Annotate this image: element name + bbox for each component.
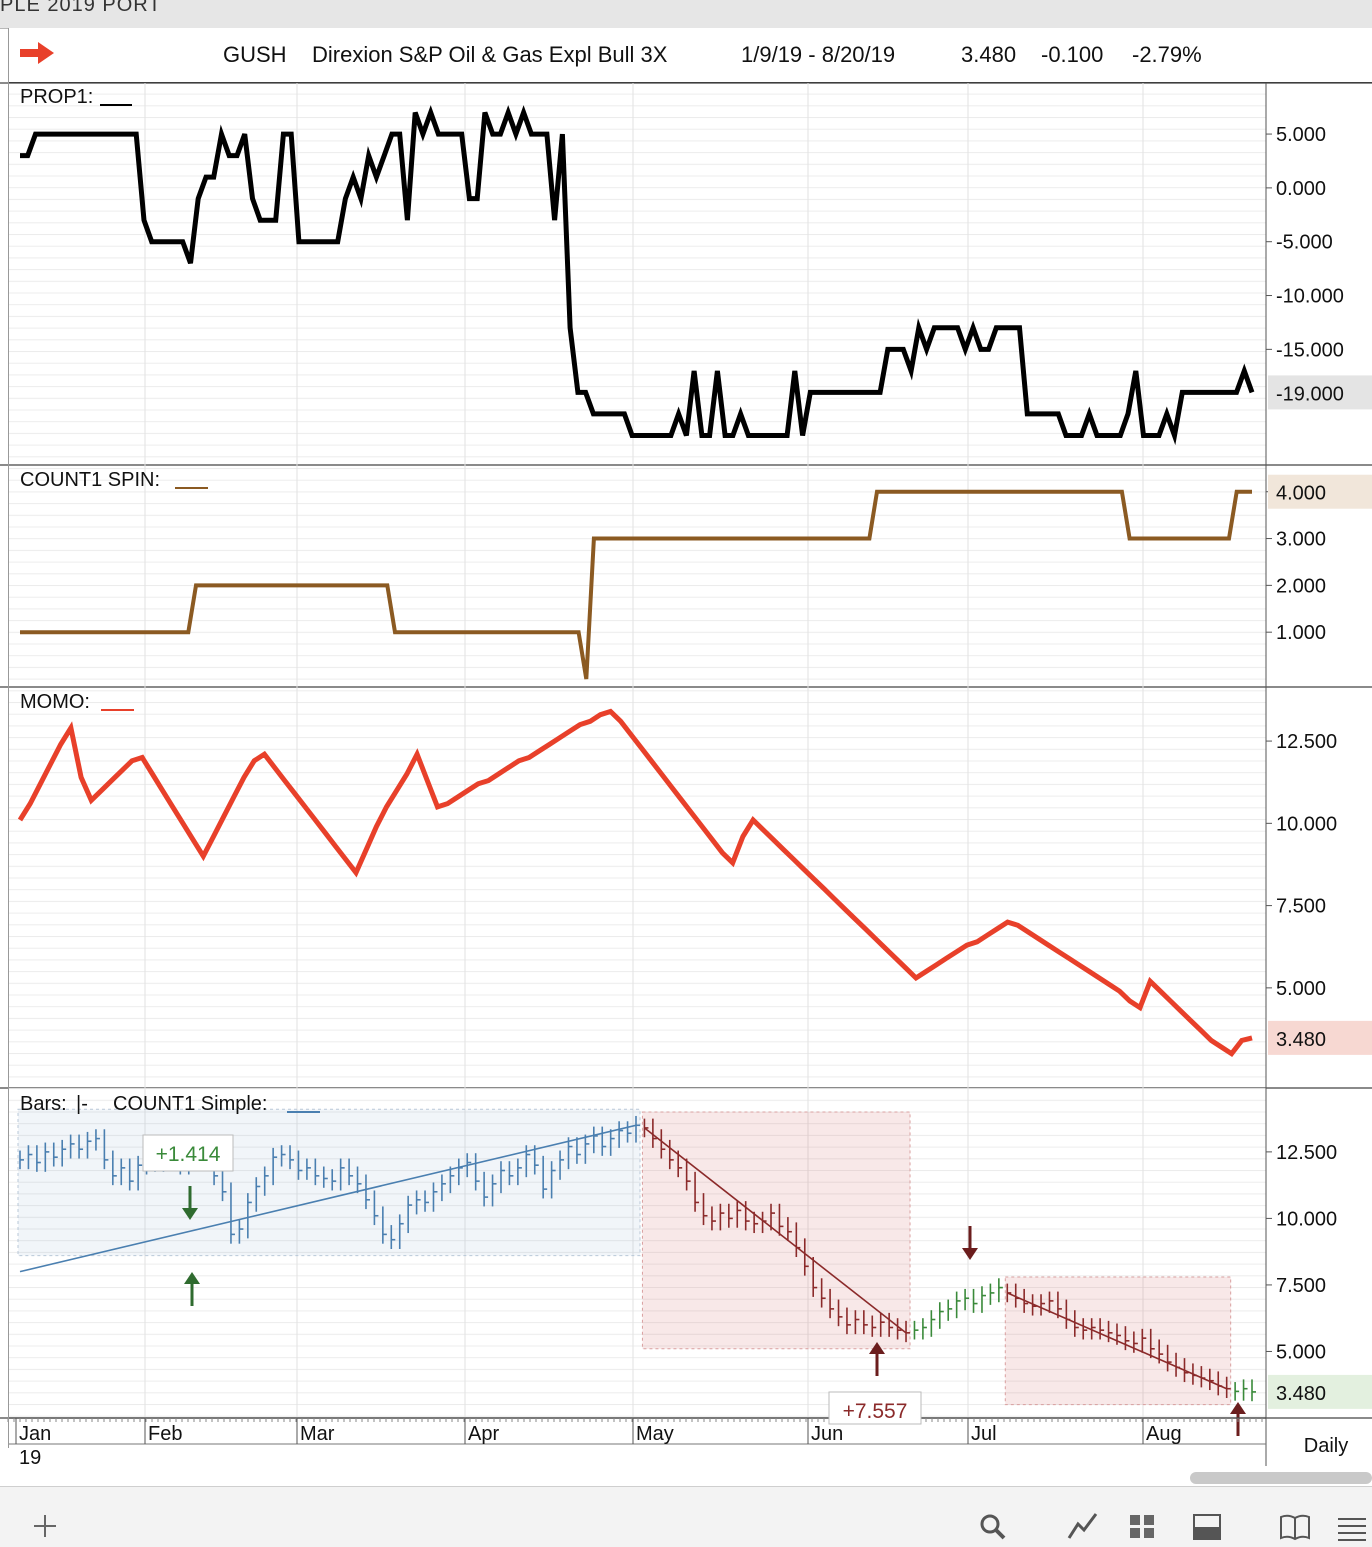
search-icon[interactable] bbox=[976, 1510, 1010, 1542]
y-tick-label: 12.500 bbox=[1276, 731, 1337, 753]
panel-icon[interactable] bbox=[1190, 1510, 1224, 1542]
horizontal-scrollbar[interactable] bbox=[1190, 1472, 1372, 1484]
y-tick-label: 2.000 bbox=[1276, 575, 1326, 597]
bars-glyph: |- bbox=[76, 1093, 88, 1115]
menu-icon[interactable] bbox=[1334, 1510, 1368, 1542]
month-label-jun: Jun bbox=[811, 1423, 843, 1445]
y-tick-label: 12.500 bbox=[1276, 1142, 1337, 1164]
book-icon[interactable] bbox=[1278, 1510, 1312, 1542]
momo-label: MOMO: bbox=[20, 691, 90, 713]
month-label-may: May bbox=[636, 1423, 674, 1445]
timeframe-label[interactable]: Daily bbox=[1304, 1435, 1348, 1457]
y-tick-label: 5.000 bbox=[1276, 1341, 1326, 1363]
trend-line bbox=[1006, 1292, 1228, 1390]
annotation-plus-1-414: +1.414 bbox=[142, 1134, 234, 1172]
last-value-badge: 3.480 bbox=[1276, 1029, 1326, 1051]
down-arrow-icon bbox=[962, 1226, 978, 1260]
series-line-1 bbox=[20, 489, 1252, 680]
y-tick-label: 7.500 bbox=[1276, 1275, 1326, 1297]
year-label: 19 bbox=[19, 1447, 41, 1469]
last-value-badge: 3.480 bbox=[1276, 1383, 1326, 1405]
month-label-jan: Jan bbox=[19, 1423, 51, 1445]
last-price: 3.480 bbox=[961, 42, 1017, 67]
bars-label: Bars: bbox=[20, 1093, 67, 1115]
month-label-aug: Aug bbox=[1146, 1423, 1182, 1445]
svg-text:+1.414: +1.414 bbox=[156, 1143, 221, 1166]
bottom-toolbar bbox=[0, 1486, 1372, 1547]
y-tick-label: -5.000 bbox=[1276, 232, 1333, 254]
security-name: Direxion S&P Oil & Gas Expl Bull 3X bbox=[312, 42, 668, 67]
plus-icon[interactable] bbox=[28, 1510, 62, 1542]
count1-spin-label: COUNT1 SPIN: bbox=[20, 469, 160, 491]
y-tick-label: 5.000 bbox=[1276, 978, 1326, 1000]
percent-change: -2.79% bbox=[1132, 42, 1202, 67]
y-tick-label: 0.000 bbox=[1276, 178, 1326, 200]
annotation-plus-7-557: +7.557 bbox=[828, 1391, 922, 1425]
y-tick-label: 3.000 bbox=[1276, 529, 1326, 551]
month-label-mar: Mar bbox=[300, 1423, 335, 1445]
up-arrow-icon bbox=[869, 1342, 885, 1376]
y-tick-label: 7.500 bbox=[1276, 896, 1326, 918]
y-tick-label: -10.000 bbox=[1276, 286, 1344, 308]
trend-line bbox=[19, 1124, 637, 1273]
down-arrow-icon bbox=[182, 1186, 198, 1220]
month-label-jul: Jul bbox=[971, 1423, 997, 1445]
series-line-2 bbox=[17, 708, 1253, 1058]
month-label-feb: Feb bbox=[148, 1423, 182, 1445]
trend-box bbox=[17, 1108, 641, 1257]
window-title: PLE 2019 PORT bbox=[0, 0, 162, 16]
y-tick-label: 1.000 bbox=[1276, 622, 1326, 644]
y-tick-label: 10.000 bbox=[1276, 813, 1337, 835]
last-value-badge: 4.000 bbox=[1276, 483, 1326, 505]
grid-icon[interactable] bbox=[1126, 1510, 1160, 1542]
up-arrow-icon bbox=[184, 1272, 200, 1306]
last-value-badge: -19.000 bbox=[1276, 383, 1344, 405]
chart-area[interactable]: Jan Feb Mar Apr May Jun Jul Aug 19 5.000 0.000 -5.0… bbox=[0, 0, 1372, 1486]
count1-simple-label: COUNT1 Simple: bbox=[113, 1093, 267, 1115]
svg-text:+7.557: +7.557 bbox=[843, 1400, 908, 1423]
price-change: -0.100 bbox=[1041, 42, 1104, 67]
y-tick-label: -15.000 bbox=[1276, 339, 1344, 361]
series-line-0 bbox=[20, 105, 1255, 446]
date-range: 1/9/19 - 8/20/19 bbox=[741, 42, 896, 67]
line-chart-icon[interactable] bbox=[1066, 1510, 1100, 1542]
symbol: GUSH bbox=[223, 42, 287, 67]
chart-header: GUSH Direxion S&P Oil & Gas Expl Bull 3X… bbox=[8, 28, 1372, 83]
red-arrow-icon[interactable] bbox=[20, 42, 54, 64]
left-rule bbox=[8, 28, 9, 1448]
y-tick-label: 5.000 bbox=[1276, 124, 1326, 146]
month-label-apr: Apr bbox=[468, 1423, 499, 1445]
prop1-label: PROP1: bbox=[20, 86, 93, 108]
y-tick-label: 10.000 bbox=[1276, 1208, 1337, 1230]
trend-line bbox=[643, 1127, 907, 1334]
